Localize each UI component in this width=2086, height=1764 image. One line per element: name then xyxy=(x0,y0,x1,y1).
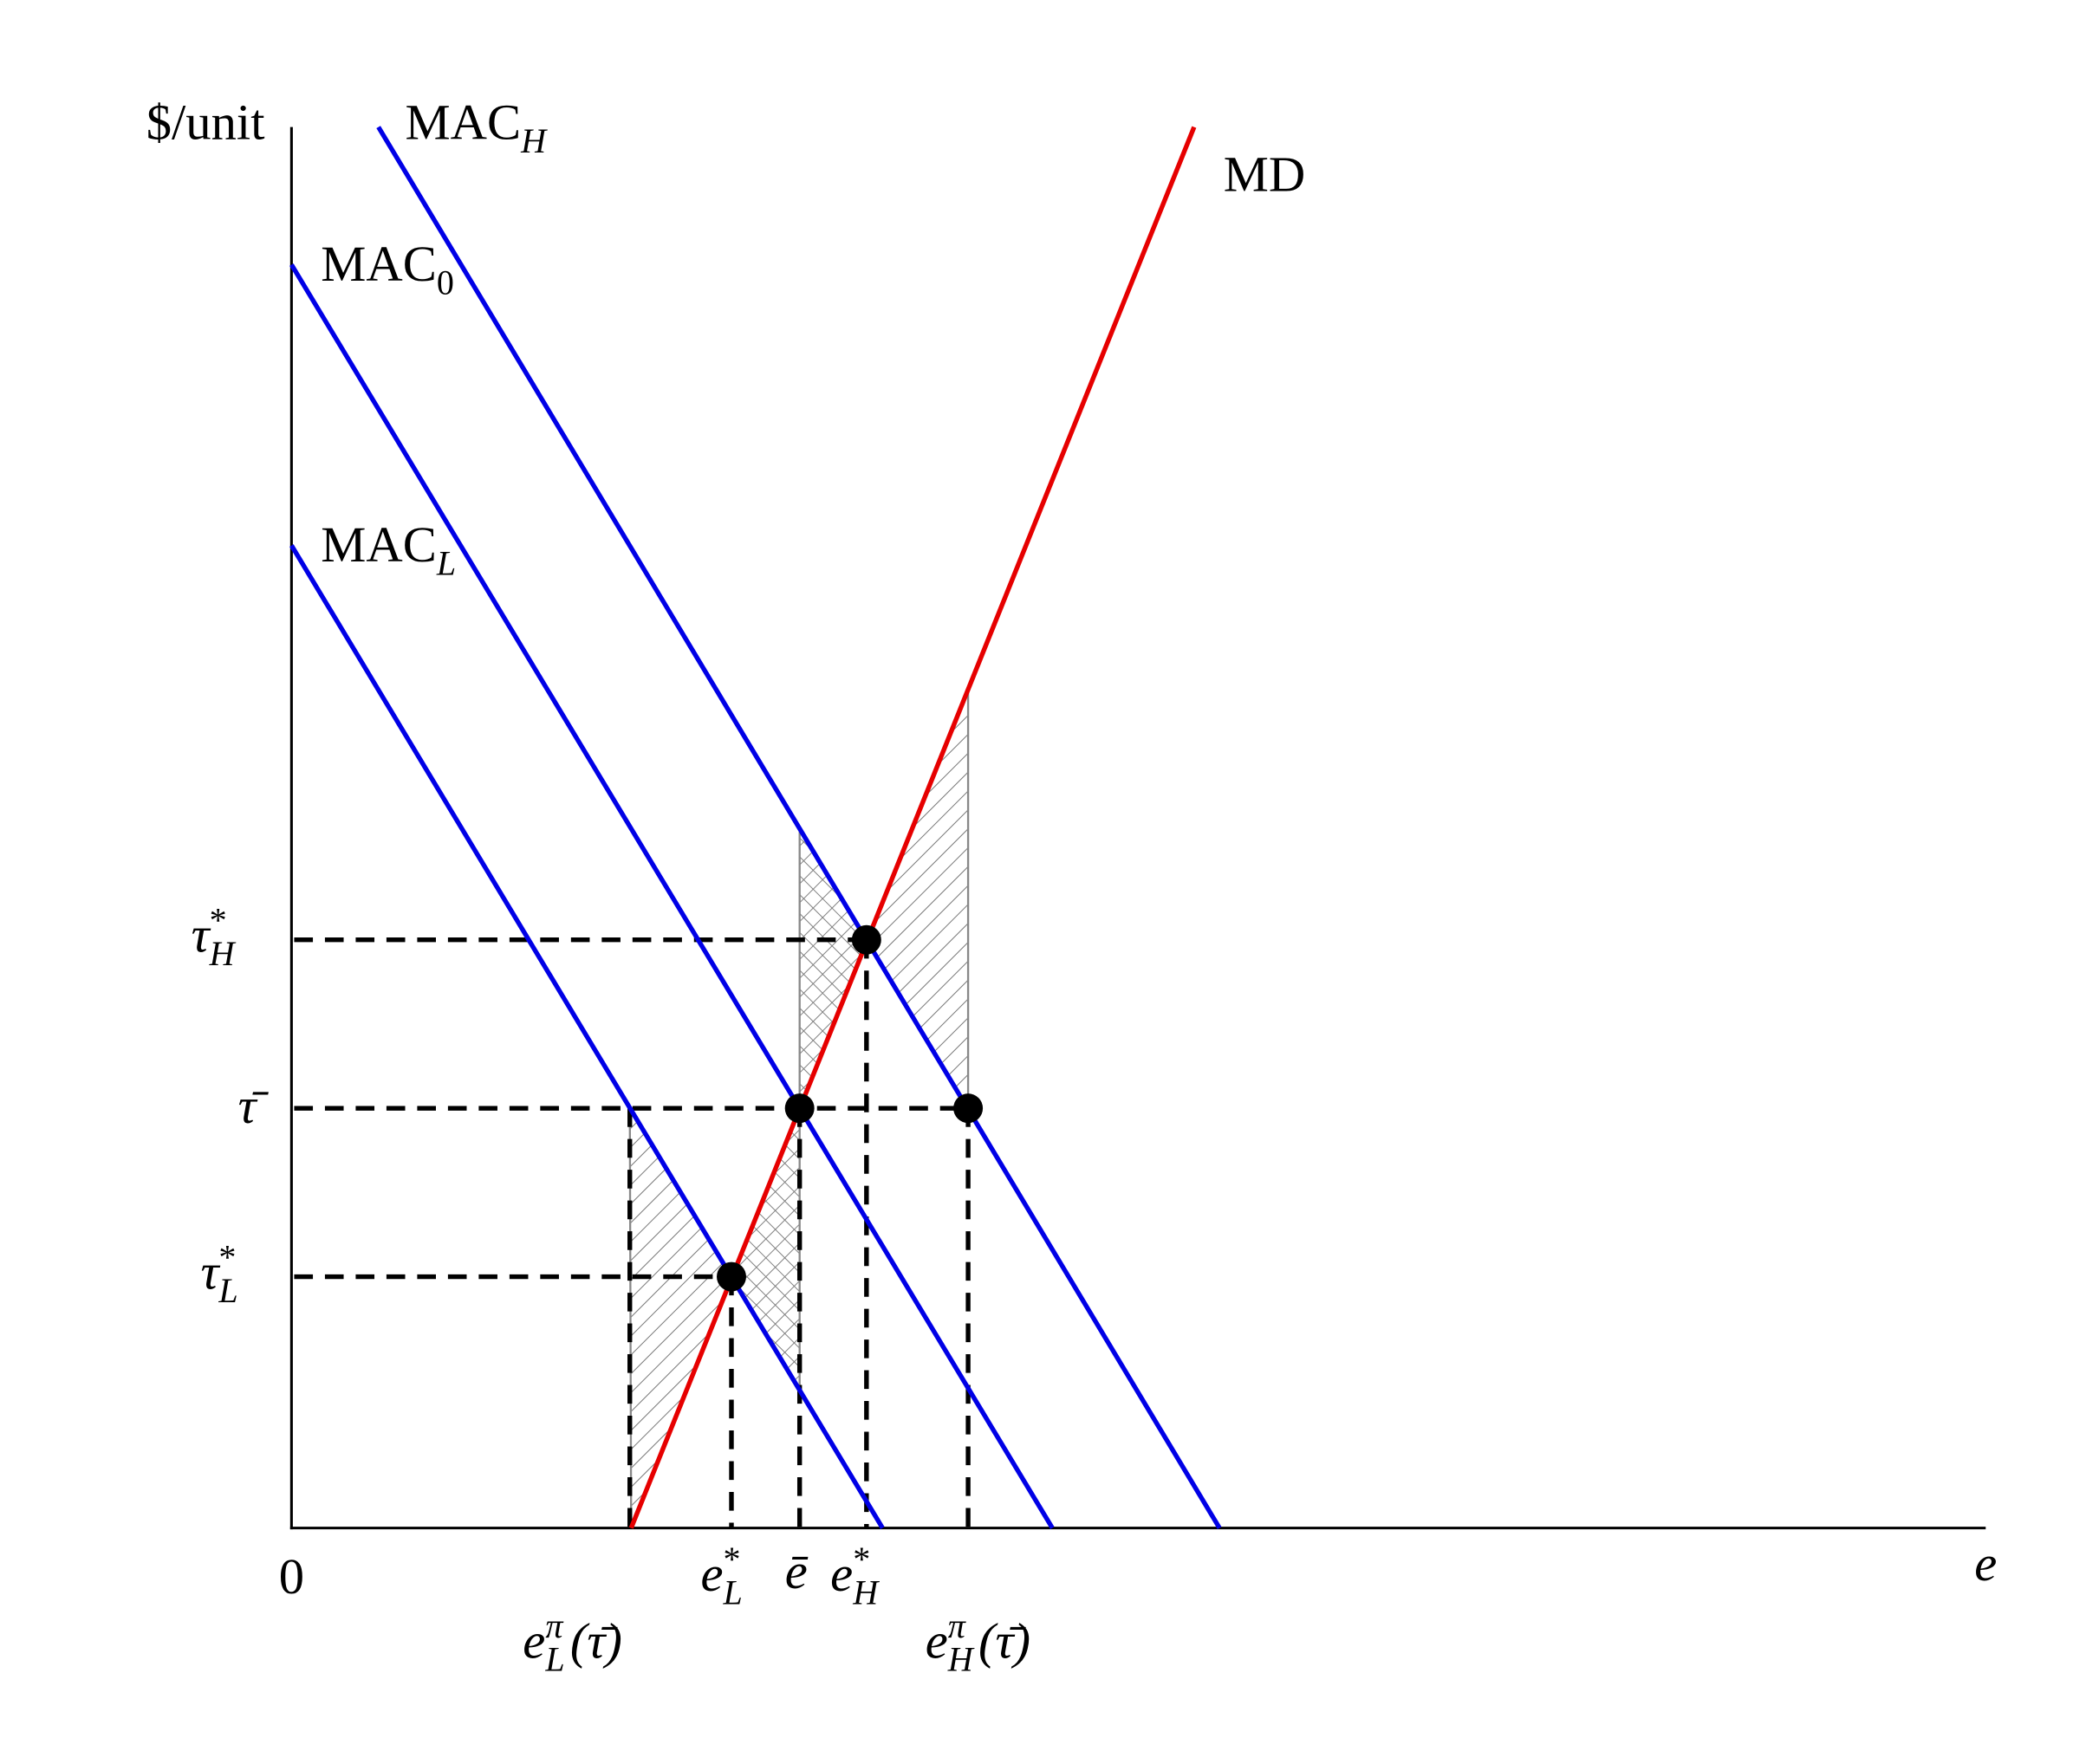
label-base: e xyxy=(701,1546,724,1602)
label-base: MAC xyxy=(406,94,522,151)
md-curve xyxy=(628,126,1197,1529)
equilibrium-point xyxy=(717,1261,746,1292)
mac-0-curve xyxy=(289,263,1055,1530)
guides xyxy=(294,937,971,1528)
md-label: MD xyxy=(1224,146,1305,203)
label-base: τ xyxy=(192,907,211,963)
axes xyxy=(289,126,1986,1530)
label-base: 0 xyxy=(279,1548,304,1605)
label-base: e xyxy=(830,1546,853,1602)
label-superscript: * xyxy=(853,1540,870,1579)
tau-l-label: τ* L xyxy=(200,1237,237,1310)
tau-h-label: τ* H xyxy=(192,900,237,973)
label-base: ē xyxy=(785,1543,809,1599)
label-subscript: H xyxy=(852,1573,880,1612)
equilibrium-point xyxy=(851,924,881,955)
label-argument: (τ̄) xyxy=(978,1612,1030,1669)
label-superscript: π xyxy=(545,1606,564,1645)
label-base: MAC xyxy=(321,236,437,292)
mac-l-label: MACL xyxy=(321,516,456,582)
label-subscript: H xyxy=(520,121,548,160)
label-subscript: L xyxy=(544,1640,564,1679)
label-subscript: 0 xyxy=(437,263,454,302)
label-subscript: L xyxy=(218,1271,237,1310)
e-h-label: e* H xyxy=(830,1540,880,1612)
label-subscript: H xyxy=(209,934,237,973)
label-superscript: π xyxy=(948,1606,967,1645)
tau-bar-label: τ̄ xyxy=(238,1078,270,1134)
label-base: τ xyxy=(200,1243,220,1300)
label-base: e xyxy=(926,1612,948,1669)
label-base: MAC xyxy=(321,516,437,573)
label-subscript: H xyxy=(947,1640,975,1679)
labels: $/unit e 0 MACH MAC0 MACL MD τ* H τ̄ τ* L … xyxy=(146,94,1998,1679)
curves xyxy=(289,126,1222,1530)
label-base: τ̄ xyxy=(238,1078,270,1134)
label-subscript: L xyxy=(436,544,456,583)
points xyxy=(717,924,984,1292)
label-superscript: * xyxy=(218,1237,236,1276)
mac-l-curve xyxy=(289,544,885,1530)
equilibrium-point xyxy=(784,1093,815,1124)
e-l-label: e* L xyxy=(701,1540,743,1612)
label-base: MD xyxy=(1224,146,1305,203)
x-axis-label: e xyxy=(1974,1535,1997,1592)
e-pi-h-label: eπ H (τ̄) xyxy=(926,1606,1030,1679)
e-pi-l-label: eπ L (τ̄) xyxy=(523,1606,622,1679)
label-argument: (τ̄) xyxy=(570,1612,622,1669)
mac-h-label: MACH xyxy=(406,94,549,160)
label-base: e xyxy=(1974,1535,1997,1592)
origin-label: 0 xyxy=(279,1548,304,1605)
label-base: $/unit xyxy=(146,94,265,151)
mac-0-label: MAC0 xyxy=(321,236,454,302)
label-base: e xyxy=(523,1612,545,1669)
y-axis-label: $/unit xyxy=(146,94,265,151)
mac-h-curve xyxy=(376,126,1222,1530)
e-bar-label: ē xyxy=(785,1543,809,1599)
equilibrium-point xyxy=(953,1093,984,1124)
label-superscript: * xyxy=(724,1540,741,1579)
label-superscript: * xyxy=(210,900,227,939)
label-subscript: L xyxy=(723,1573,743,1612)
